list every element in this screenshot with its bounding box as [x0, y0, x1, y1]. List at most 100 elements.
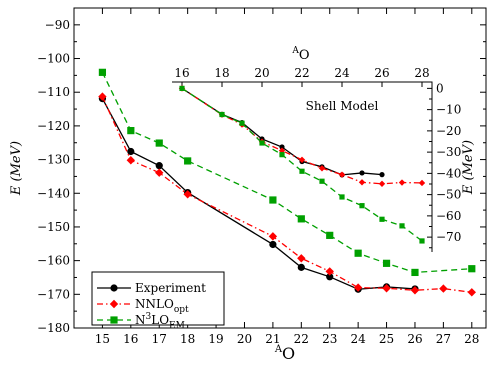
- x-tick-label: 16: [123, 332, 138, 346]
- main-data-point: [325, 267, 334, 276]
- inset-title: Shell Model: [306, 99, 379, 113]
- x-tick-label: 28: [464, 332, 479, 346]
- inset-x-tick-label: 20: [254, 66, 269, 80]
- inset-data-point: [259, 140, 265, 146]
- main-data-point: [183, 190, 192, 199]
- main-data-point: [353, 283, 363, 292]
- x-tick-label: 21: [265, 332, 280, 346]
- inset-y-axis-label: E (MeV): [461, 140, 476, 195]
- inset-axis-ticks: 16 18 20 22 24 26 28 0 −10 −20 −30 −40 −50 −60 −70 Shel…: [174, 66, 461, 249]
- main-axis-ticks: 15 16 17 18 19 20 21 22 23 24 25 26 27 28 −180 −170 −160…: [37, 8, 486, 346]
- y-tick-label: −130: [37, 153, 70, 167]
- inset-data-point: [418, 179, 426, 187]
- inset-y-tick-label: 0: [436, 81, 444, 95]
- inset-data-point: [378, 180, 386, 187]
- main-data-point: [269, 240, 277, 249]
- inset-data-point: [338, 171, 346, 178]
- main-data-point: [268, 232, 278, 241]
- inset-series-line: [181, 87, 423, 185]
- main-data-point: [269, 196, 277, 204]
- main-data-point: [410, 286, 420, 295]
- main-data-point: [155, 168, 164, 177]
- inset-data-point: [319, 178, 325, 184]
- main-data-point: [382, 284, 391, 293]
- legend-entry: Experiment: [135, 281, 206, 295]
- legend-entry: N3LOEM: [135, 312, 185, 331]
- inset-y-tick-label: −50: [436, 188, 461, 202]
- x-tick-label: 27: [436, 332, 451, 346]
- main-data-point: [326, 273, 334, 281]
- inset-series-group: [178, 85, 426, 244]
- main-series-line: [101, 72, 472, 274]
- main-data-point: [155, 162, 163, 170]
- x-tick-label: 17: [152, 332, 167, 346]
- y-tick-label: −100: [37, 52, 70, 66]
- inset-data-point: [359, 170, 365, 176]
- inset-axes: [172, 81, 433, 252]
- main-data-point: [127, 147, 135, 156]
- x-tick-label: 25: [379, 332, 394, 346]
- inset-data-point: [219, 111, 225, 118]
- inset-x-tick-label: 24: [334, 66, 350, 80]
- main-data-point: [155, 139, 163, 147]
- main-series-line: [101, 96, 472, 293]
- y-tick-label: −90: [45, 18, 70, 32]
- main-data-point: [411, 268, 419, 277]
- x-tick-label: 15: [95, 332, 110, 346]
- main-y-axis-label: E (MeV): [9, 141, 24, 196]
- y-tick-label: −110: [37, 85, 70, 99]
- main-data-point: [354, 249, 362, 257]
- inset-data-point: [279, 152, 285, 158]
- main-data-point: [297, 254, 306, 263]
- main-x-axis-label: AO: [274, 344, 295, 363]
- inset-x-tick-label: 28: [414, 66, 429, 80]
- inset-data-point: [379, 172, 385, 178]
- legend-marker: [109, 299, 119, 309]
- y-tick-label: −150: [37, 220, 70, 234]
- main-series-line: [101, 98, 416, 290]
- main-series-1: [98, 92, 476, 297]
- inset-data-point: [239, 120, 245, 126]
- inset-series-2: [179, 85, 425, 244]
- main-data-point: [127, 127, 135, 135]
- inset-y-tick-label: −30: [436, 145, 461, 159]
- main-data-point: [326, 231, 334, 239]
- inset-data-point: [359, 203, 365, 209]
- inset-data-point: [298, 156, 306, 163]
- legend-entry: NNLOopt: [135, 297, 189, 315]
- inset-x-axis-label: AO: [291, 46, 309, 63]
- inset-data-point: [299, 168, 305, 174]
- main-data-point: [468, 265, 476, 273]
- x-tick-label: 26: [407, 332, 422, 346]
- main-series-group: [98, 68, 476, 297]
- inset-background: [172, 81, 433, 252]
- legend-marker: [110, 316, 118, 324]
- inset-data-point: [279, 144, 285, 150]
- inset-y-tick-label: −20: [436, 124, 461, 138]
- main-data-point: [297, 263, 305, 271]
- legend-marker: [110, 284, 118, 292]
- y-tick-label: −160: [37, 254, 70, 268]
- y-tick-label: −180: [37, 321, 70, 335]
- y-tick-label: −170: [37, 287, 70, 301]
- inset-x-tick-label: 16: [174, 66, 189, 80]
- main-data-point: [126, 156, 136, 165]
- x-tick-label: 18: [180, 332, 195, 346]
- x-tick-label: 22: [294, 332, 309, 346]
- inset-x-tick-label: 22: [294, 66, 309, 80]
- main-series-2: [98, 68, 476, 277]
- inset-y-tick-label: −10: [436, 103, 461, 117]
- main-data-point: [184, 157, 192, 165]
- main-data-point: [439, 284, 448, 293]
- main-plot-frame: [73, 7, 487, 329]
- inset-y-tick-label: −40: [436, 166, 461, 180]
- inset-data-point: [318, 165, 326, 172]
- inset-data-point: [339, 194, 345, 200]
- main-data-point: [98, 92, 107, 101]
- x-tick-label: 24: [350, 332, 366, 346]
- axis-labels: AO E (MeV) AO E (MeV): [9, 46, 476, 363]
- inset-data-point: [179, 85, 185, 91]
- inset-series-line: [181, 87, 383, 176]
